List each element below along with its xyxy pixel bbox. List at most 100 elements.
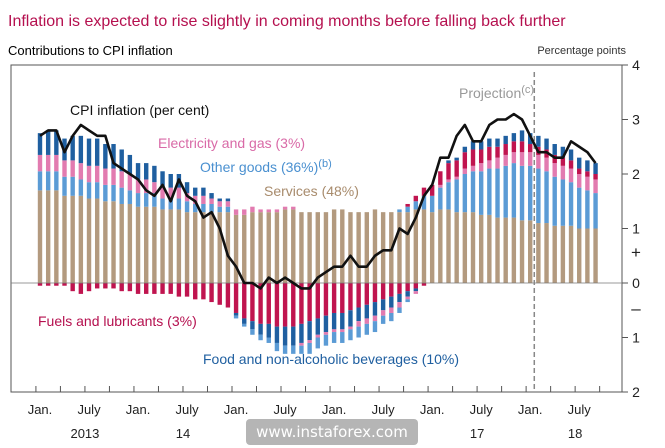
bar-segment-s4-m53 — [470, 141, 476, 150]
bar-segment-s0-m3 — [62, 195, 67, 283]
bar-segment-s0-m41 — [372, 209, 378, 283]
bar-segment-s4-m63 — [552, 144, 557, 155]
bar-segment-s8-m25 — [242, 323, 247, 327]
bar-segment-s0-m12 — [135, 206, 141, 283]
bar-segment-s5-m25 — [242, 283, 247, 319]
bar-segment-s0-m29 — [274, 212, 280, 283]
bar-segment-s0-m11 — [127, 203, 133, 283]
x-year-label: 18 — [568, 426, 582, 441]
bar-segment-s5-m7 — [94, 283, 100, 289]
bar-segment-s5-m23 — [225, 283, 231, 308]
bar-segment-s0-m50 — [446, 209, 451, 283]
bar-segment-s2-m62 — [544, 157, 549, 172]
bar-segment-s1-m22 — [217, 206, 222, 213]
bar-segment-s5-m34 — [315, 283, 320, 319]
bar-segment-s1-m5 — [78, 179, 84, 196]
bar-segment-s0-m19 — [193, 212, 198, 283]
y-tick-label: 4 — [632, 57, 640, 73]
bar-segment-s0-m55 — [487, 214, 492, 284]
bar-segment-s2-m3 — [62, 160, 67, 177]
bar-segment-s5-m37 — [340, 283, 345, 313]
x-month-label: July — [568, 402, 592, 417]
bar-segment-s2-m31 — [291, 206, 296, 210]
bar-segment-s0-m68 — [593, 228, 598, 283]
bar-segment-s7-m40 — [364, 318, 369, 324]
bar-segment-s2-m11 — [127, 174, 133, 191]
bar-segment-s2-m16 — [168, 187, 173, 199]
bar-segment-s4-m14 — [152, 165, 157, 183]
bar-segment-s4-m16 — [168, 174, 173, 188]
bar-segment-s8-m41 — [372, 321, 378, 333]
bar-segment-s0-m10 — [119, 203, 124, 283]
bar-segment-s7-m45 — [405, 296, 410, 300]
y-tick-label: 0 — [632, 275, 640, 291]
bar-segment-s0-m32 — [299, 212, 304, 283]
bar-segment-s8-m34 — [315, 337, 320, 349]
bar-segment-s1-m3 — [62, 176, 67, 196]
bar-segment-s4-m13 — [144, 163, 149, 180]
bar-segment-s5-m26 — [250, 283, 255, 322]
x-year-label: 2013 — [70, 426, 99, 441]
cpi-annotation: CPI inflation (per cent) — [70, 102, 209, 118]
bar-segment-s1-m0 — [37, 171, 43, 191]
bar-segment-s2-m66 — [577, 174, 582, 188]
x-month-label: Jan. — [518, 402, 543, 417]
bar-segment-s1-m65 — [568, 182, 574, 226]
bar-segment-s4-m51 — [454, 157, 459, 161]
bar-segment-s7-m42 — [380, 310, 386, 316]
bar-segment-s0-m26 — [250, 212, 255, 283]
bar-segment-s1-m62 — [544, 171, 549, 224]
bar-segment-s3-m53 — [470, 149, 476, 166]
units-label: Percentage points — [537, 45, 626, 57]
bar-segment-s2-m9 — [111, 168, 116, 185]
bar-segment-s0-m48 — [429, 212, 435, 283]
bar-segment-s4-m54 — [478, 141, 484, 150]
bar-segment-s6-m42 — [380, 299, 386, 311]
bar-segment-s1-m14 — [152, 193, 157, 207]
bar-segment-s1-m44 — [397, 209, 402, 213]
bar-segment-s0-m34 — [315, 212, 320, 283]
bar-segment-s8-m43 — [389, 312, 394, 322]
bar-segment-s0-m38 — [348, 212, 353, 283]
bar-segment-s6-m40 — [364, 304, 369, 319]
bar-segment-s2-m17 — [176, 187, 182, 199]
bar-segment-s6-m35 — [323, 315, 329, 333]
bar-segment-s0-m47 — [421, 209, 427, 283]
bar-segment-s5-m4 — [70, 283, 75, 292]
x-year-label: 14 — [176, 426, 190, 441]
bar-segment-s2-m49 — [438, 184, 443, 188]
bar-segment-s4-m2 — [54, 130, 59, 155]
bar-segment-s8-m29 — [274, 342, 280, 352]
bar-segment-s1-m50 — [446, 182, 451, 210]
bar-segment-s4-m1 — [45, 130, 51, 155]
bar-segment-s5-m14 — [152, 283, 157, 294]
bar-segment-s2-m63 — [552, 163, 557, 177]
bar-segment-s3-m66 — [577, 168, 582, 174]
other-goods-annotation: Other goods (36%)(b) — [200, 158, 332, 175]
bar-segment-s1-m47 — [421, 195, 427, 210]
bar-segment-s5-m30 — [282, 283, 288, 327]
bar-segment-s0-m18 — [184, 212, 190, 283]
bar-segment-s1-m17 — [176, 198, 182, 210]
bar-segment-s2-m51 — [454, 176, 459, 180]
x-month-label: Jan. — [420, 402, 445, 417]
bar-segment-s1-m23 — [225, 206, 231, 213]
bar-segment-s7-m34 — [315, 334, 320, 338]
bar-segment-s2-m29 — [274, 209, 280, 213]
bar-segment-s3-m65 — [568, 160, 574, 169]
bar-segment-s4-m52 — [462, 146, 468, 153]
bar-segment-s1-m4 — [70, 176, 75, 196]
x-month-label: Jan. — [224, 402, 249, 417]
y-tick-label: 2 — [632, 166, 640, 182]
bar-segment-s1-m56 — [495, 168, 500, 218]
y-tick-label: 2 — [632, 384, 640, 400]
bar-segment-s3-m63 — [552, 154, 557, 164]
bar-segment-s6-m37 — [340, 312, 345, 330]
bar-segment-s1-m15 — [160, 198, 165, 210]
bar-segment-s2-m59 — [519, 152, 525, 166]
bar-segment-s2-m5 — [78, 163, 84, 180]
chart-title: Inflation is expected to rise slightly i… — [8, 13, 566, 30]
bar-segment-s1-m58 — [511, 163, 517, 218]
bar-segment-s0-m23 — [225, 212, 231, 283]
bar-segment-s4-m58 — [511, 133, 517, 142]
